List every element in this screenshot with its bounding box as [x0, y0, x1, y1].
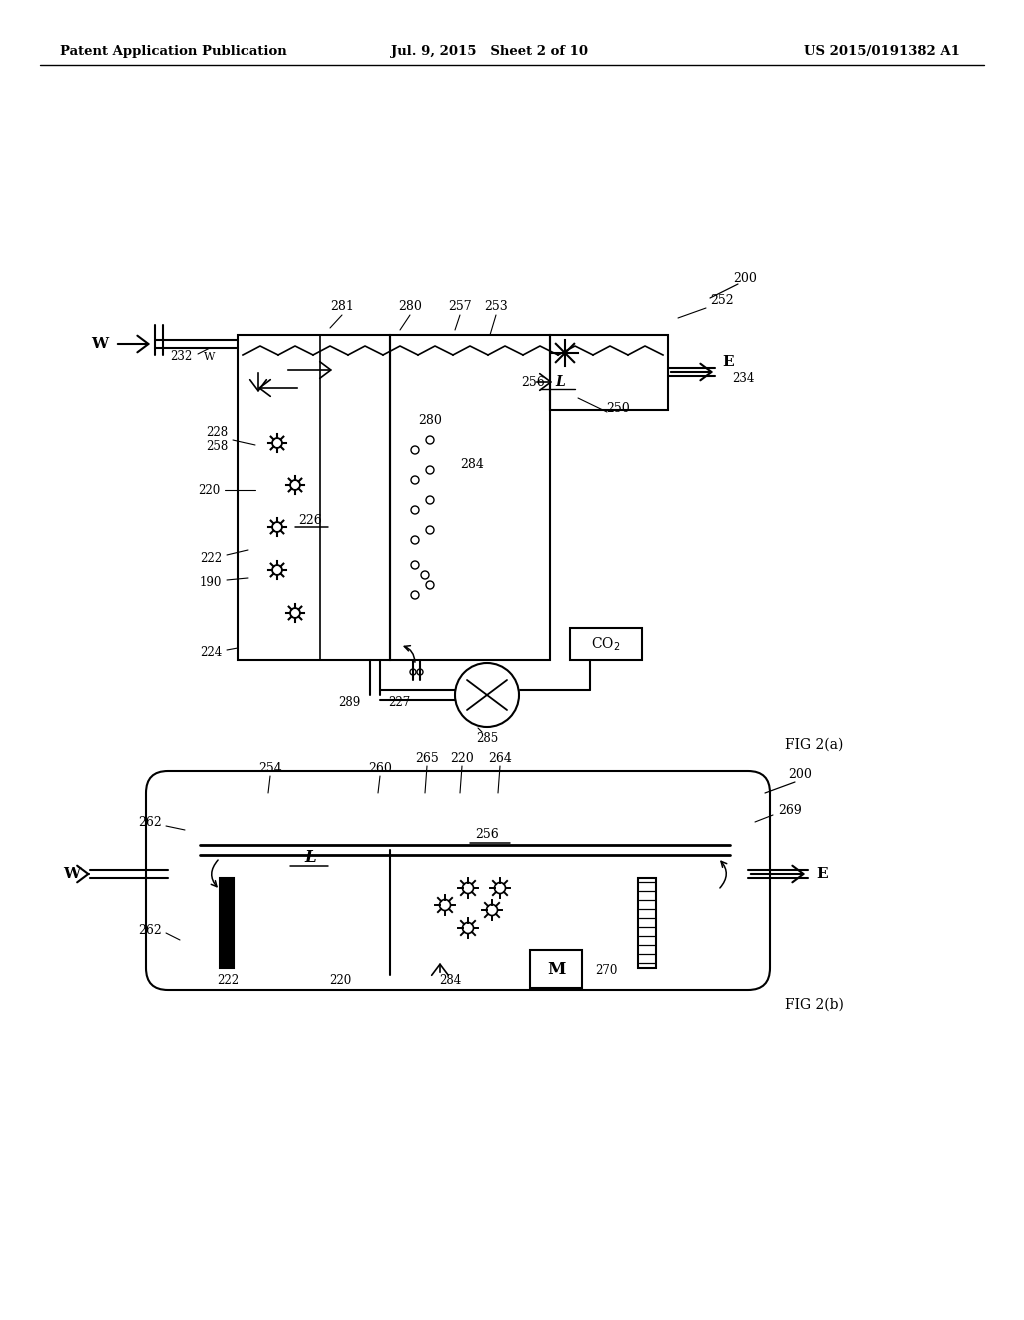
- Text: 220: 220: [451, 751, 474, 764]
- Text: 270: 270: [595, 964, 617, 977]
- Text: L: L: [304, 850, 315, 866]
- Bar: [530, 950, 582, 987]
- Text: E: E: [816, 867, 827, 880]
- Text: 224: 224: [200, 645, 222, 659]
- Text: 269: 269: [778, 804, 802, 817]
- Text: 226: 226: [298, 513, 322, 527]
- Text: Patent Application Publication: Patent Application Publication: [60, 45, 287, 58]
- Text: 200: 200: [788, 768, 812, 781]
- Text: M: M: [547, 961, 565, 978]
- Text: Jul. 9, 2015   Sheet 2 of 10: Jul. 9, 2015 Sheet 2 of 10: [391, 45, 589, 58]
- Text: 280: 280: [418, 413, 442, 426]
- Text: 258: 258: [206, 441, 228, 454]
- Text: 232: 232: [170, 351, 193, 363]
- Bar: [390, 335, 550, 660]
- Text: 284: 284: [439, 974, 461, 986]
- Text: 264: 264: [488, 751, 512, 764]
- Text: 228: 228: [206, 426, 228, 440]
- Text: 284: 284: [460, 458, 484, 471]
- Text: W: W: [63, 867, 81, 880]
- Text: 260: 260: [368, 762, 392, 775]
- Text: 253: 253: [484, 300, 508, 313]
- Text: 222: 222: [200, 552, 222, 565]
- Text: CO$_2$: CO$_2$: [591, 635, 621, 652]
- Text: L: L: [555, 375, 565, 389]
- Text: 265: 265: [415, 751, 439, 764]
- Text: 190: 190: [200, 576, 222, 589]
- Text: E: E: [722, 355, 734, 370]
- Text: US 2015/0191382 A1: US 2015/0191382 A1: [804, 45, 961, 58]
- Text: 281: 281: [330, 300, 354, 313]
- Text: 222: 222: [217, 974, 239, 986]
- Text: 220: 220: [198, 483, 220, 496]
- Bar: [550, 335, 668, 411]
- Text: 280: 280: [398, 300, 422, 313]
- Text: 234: 234: [732, 371, 755, 384]
- Text: 262: 262: [138, 817, 162, 829]
- Text: 200: 200: [733, 272, 757, 285]
- Text: 285: 285: [476, 731, 498, 744]
- Text: 250: 250: [606, 401, 630, 414]
- Text: W: W: [91, 337, 109, 351]
- Text: 220: 220: [329, 974, 351, 986]
- Bar: [638, 878, 656, 968]
- Text: 289: 289: [338, 696, 360, 709]
- Text: 257: 257: [449, 300, 472, 313]
- Text: W: W: [205, 352, 216, 362]
- Text: FIG 2(a): FIG 2(a): [785, 738, 844, 752]
- Text: 256: 256: [521, 375, 545, 388]
- Bar: [220, 878, 234, 968]
- Text: 254: 254: [258, 762, 282, 775]
- Text: 227: 227: [388, 696, 411, 709]
- Bar: [238, 335, 390, 660]
- Text: FIG 2(b): FIG 2(b): [785, 998, 844, 1012]
- Bar: [570, 628, 642, 660]
- Text: 252: 252: [710, 293, 733, 306]
- Text: 262: 262: [138, 924, 162, 936]
- Text: 256: 256: [475, 829, 499, 842]
